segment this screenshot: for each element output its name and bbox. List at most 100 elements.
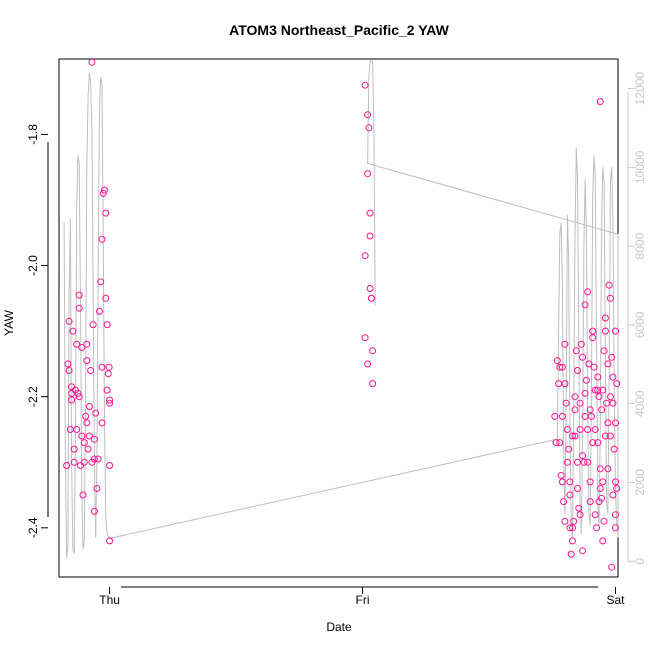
data-point: [361, 81, 369, 89]
data-point: [581, 412, 589, 420]
data-point: [612, 478, 619, 486]
left-y-axis: -2.4 -2.2 -2.0 -1.8: [26, 124, 49, 538]
left-tick-label: -2.2: [26, 386, 40, 407]
data-point: [63, 462, 71, 469]
x-tick-label: Sat: [606, 593, 625, 607]
data-point: [613, 485, 621, 492]
data-point: [83, 340, 91, 348]
data-point: [571, 432, 579, 440]
data-point: [606, 432, 614, 440]
data-point: [369, 347, 377, 355]
data-point: [576, 426, 584, 433]
data-point: [89, 321, 97, 329]
data-point: [582, 376, 590, 384]
data-point: [562, 399, 570, 407]
data-point: [563, 426, 571, 433]
data-point: [101, 186, 108, 194]
data-point: [586, 478, 594, 486]
data-point: [92, 409, 100, 417]
x-tick-label: Fri: [356, 593, 370, 607]
data-point: [579, 452, 587, 460]
data-point: [608, 353, 616, 361]
data-point: [609, 491, 617, 499]
x-axis: Thu Fri Sat: [99, 586, 625, 607]
right-tick-label: 0: [633, 558, 647, 565]
data-point: [594, 386, 602, 394]
data-point: [570, 517, 578, 525]
data-point: [75, 291, 83, 299]
data-point: [65, 367, 73, 374]
data-point: [569, 432, 576, 440]
left-tick-label: -2.4: [26, 517, 40, 538]
data-point: [586, 498, 594, 506]
data-point: [85, 403, 93, 410]
series-line-layer: [63, 60, 619, 558]
data-point: [365, 124, 373, 132]
data-point: [99, 189, 107, 197]
data-point: [106, 462, 114, 469]
data-point: [606, 294, 614, 302]
data-point: [574, 367, 581, 374]
data-point: [70, 445, 78, 453]
data-point: [604, 465, 612, 473]
data-point: [553, 357, 561, 365]
data-point: [68, 389, 76, 397]
data-point: [84, 445, 92, 453]
data-point: [77, 462, 84, 469]
data-point: [604, 360, 612, 368]
data-point: [558, 363, 566, 371]
data-point: [596, 485, 604, 492]
data-point: [80, 439, 88, 447]
data-point: [90, 435, 98, 443]
right-tick-label: 2000: [633, 469, 647, 496]
data-point: [612, 511, 619, 519]
data-point: [576, 399, 584, 407]
data-point: [96, 307, 103, 315]
data-point: [90, 455, 98, 463]
data-point: [590, 363, 598, 371]
data-point: [97, 278, 105, 286]
data-point: [78, 432, 86, 440]
data-point: [581, 389, 589, 397]
data-point: [106, 399, 114, 407]
data-point: [555, 380, 563, 388]
data-point: [581, 301, 589, 309]
data-point: [580, 458, 588, 466]
data-point: [561, 517, 569, 525]
data-point: [595, 393, 603, 401]
data-point: [106, 396, 114, 404]
data-point: [575, 504, 583, 512]
data-point: [102, 209, 110, 217]
data-point: [556, 363, 564, 371]
data-point: [78, 344, 86, 351]
right-tick-label: 12000: [633, 72, 647, 106]
data-point: [571, 393, 579, 401]
data-point: [566, 491, 574, 499]
data-point: [574, 485, 581, 492]
series-points-layer: [63, 58, 621, 571]
data-point: [73, 426, 81, 433]
data-point: [87, 367, 95, 374]
data-point: [364, 170, 372, 178]
data-point: [105, 363, 113, 371]
right-tick-label: 8000: [633, 232, 647, 259]
data-point: [584, 458, 592, 466]
data-point: [596, 465, 604, 473]
data-point: [601, 314, 609, 322]
data-point: [80, 458, 88, 466]
data-point: [585, 360, 593, 368]
data-point: [558, 478, 566, 486]
data-point: [608, 563, 616, 571]
data-point: [79, 491, 87, 499]
data-point: [586, 406, 594, 414]
data-point: [75, 393, 83, 401]
data-point: [83, 357, 91, 365]
data-point: [569, 537, 576, 545]
data-point: [75, 304, 83, 312]
data-point: [577, 340, 585, 348]
data-point: [609, 373, 617, 381]
data-point: [594, 373, 602, 381]
data-point: [64, 360, 72, 368]
data-point: [612, 327, 619, 335]
data-point: [579, 353, 587, 361]
